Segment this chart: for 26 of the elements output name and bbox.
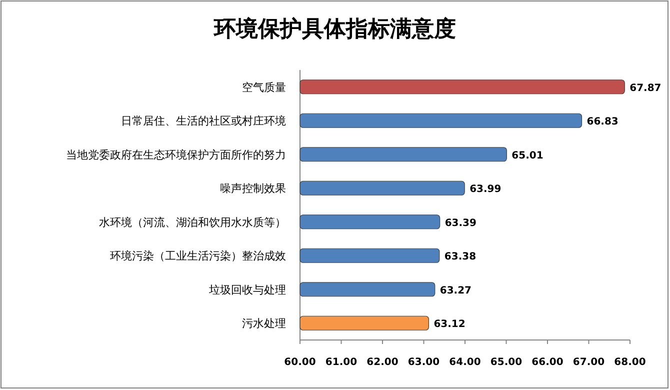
y-tick-label: 水环境（河流、湖泊和饮用水水质等） bbox=[99, 216, 286, 229]
data-label: 63.39 bbox=[444, 218, 477, 229]
x-tick-label: 66.00 bbox=[532, 357, 564, 368]
chart-title: 环境保护具体指标满意度 bbox=[213, 16, 456, 42]
data-label: 65.01 bbox=[512, 150, 544, 162]
y-tick-label: 垃圾回收与处理 bbox=[208, 283, 286, 296]
x-tick-label: 67.00 bbox=[572, 357, 605, 368]
data-label: 63.12 bbox=[434, 319, 466, 330]
y-tick-label: 噪声控制效果 bbox=[220, 182, 286, 196]
data-label: 63.27 bbox=[440, 285, 472, 296]
x-tick-label: 68.00 bbox=[614, 357, 646, 368]
data-label: 63.99 bbox=[470, 184, 502, 196]
x-tick-label: 65.00 bbox=[490, 357, 522, 368]
y-tick-label: 污水处理 bbox=[242, 317, 286, 330]
x-tick-label: 64.00 bbox=[449, 357, 481, 368]
x-tick-label: 62.00 bbox=[366, 357, 398, 368]
y-tick-label: 日常居住、生活的社区或村庄环境 bbox=[121, 114, 286, 128]
y-tick-label: 环境污染（工业生活污染）整治成效 bbox=[110, 250, 286, 263]
data-label: 63.38 bbox=[444, 252, 476, 263]
x-tick-label: 63.00 bbox=[408, 357, 440, 368]
y-tick-label: 空气质量 bbox=[242, 80, 286, 94]
x-tick-label: 60.00 bbox=[284, 357, 316, 368]
x-tick-label: 61.00 bbox=[325, 357, 358, 368]
data-label: 67.87 bbox=[630, 82, 662, 94]
y-tick-label: 当地党委政府在生态环境保护方面所作的努力 bbox=[66, 148, 286, 162]
data-label: 66.83 bbox=[586, 116, 618, 128]
